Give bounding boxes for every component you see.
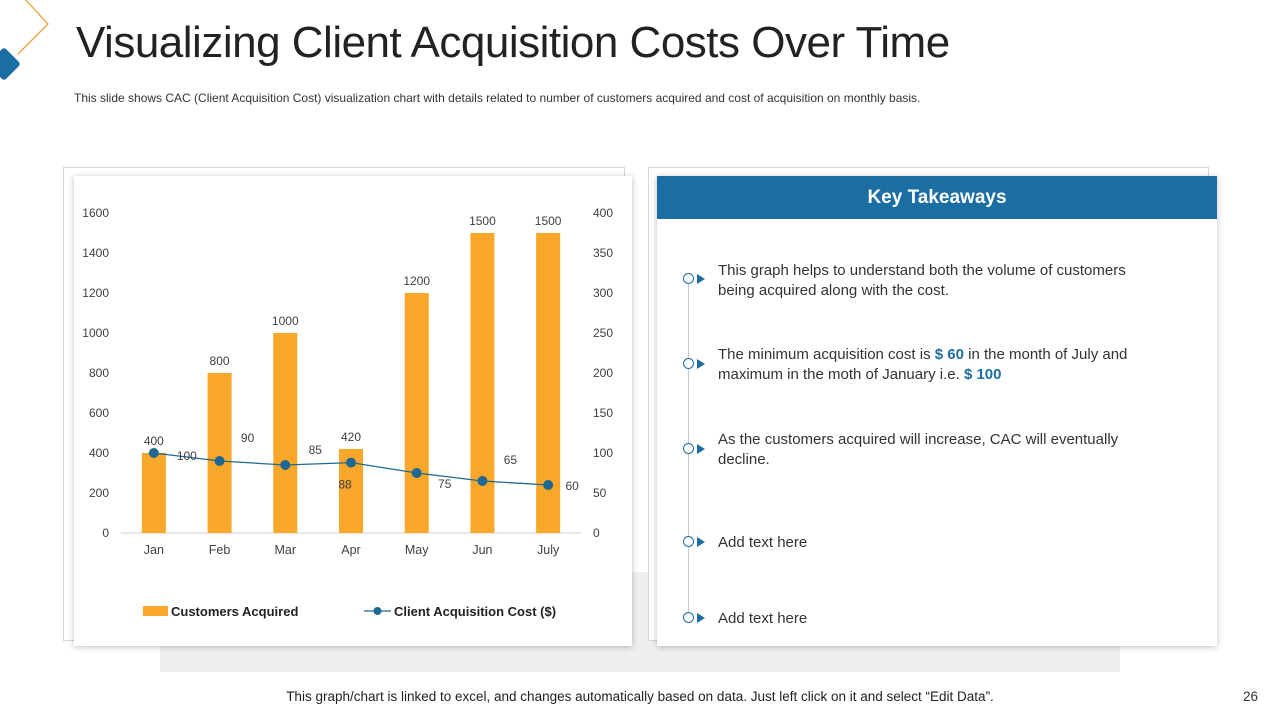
line-data-label: 88 [338, 478, 352, 492]
y-right-tick-label: 100 [593, 446, 613, 460]
line-data-label: 90 [241, 431, 255, 445]
takeaway-item-5[interactable]: Add text here [718, 610, 808, 627]
x-tick-label: Jun [472, 543, 492, 557]
x-tick-label: Jan [144, 543, 164, 557]
x-tick-label: May [405, 543, 429, 557]
line-data-label: 75 [438, 477, 452, 491]
bar-customers-acquired [470, 233, 495, 533]
point-client-acquisition-cost [543, 480, 554, 490]
cac-combo-chart[interactable]: 0 200 400 600 800 1000 1200 1400 1600 0 50 100 150 20… [64, 168, 624, 640]
point-client-acquisition-cost [477, 476, 488, 486]
takeaway-item-1: This graph helps to understand both the … [718, 262, 1126, 299]
y-left-tick-label: 1600 [82, 206, 109, 220]
x-tick-label: July [537, 543, 560, 557]
y-right-tick-label: 300 [593, 286, 613, 300]
y-right-tick-label: 200 [593, 366, 613, 380]
max-cost-highlight: $ 100 [963, 365, 1002, 383]
point-client-acquisition-cost [280, 460, 291, 470]
line-data-label: 100 [177, 449, 197, 463]
legend-swatch-point-cac [373, 607, 382, 615]
slide-subtitle: This slide shows CAC (Client Acquisition… [74, 91, 921, 105]
y-left-tick-label: 600 [89, 406, 109, 420]
x-tick-label: Apr [341, 543, 360, 557]
bar-customers-acquired [207, 373, 232, 533]
corner-decoration-icon [0, 0, 49, 80]
bullet-icon [683, 536, 705, 548]
takeaway-item-2: The minimum acquisition cost is $ 60 in … [718, 345, 1163, 384]
bar-data-label: 1500 [535, 214, 562, 228]
y-left-tick-label: 1200 [82, 286, 109, 300]
y-right-tick-label: 250 [593, 326, 613, 340]
footer-note: This graph/chart is linked to excel, and… [286, 689, 994, 704]
bar-data-label: 400 [144, 434, 164, 448]
bar-data-label: 1000 [272, 314, 299, 328]
bullet-icon [683, 358, 705, 370]
bar-data-label: 420 [341, 430, 361, 444]
bar-data-label: 800 [210, 354, 230, 368]
y-left-tick-label: 1400 [82, 246, 109, 260]
takeaway-text-part: in the month of July and maximum in the … [718, 346, 1128, 383]
line-data-label: 60 [565, 479, 579, 493]
takeaways-header: Key Takeaways [657, 176, 1217, 219]
bar-data-label: 1200 [403, 274, 430, 288]
legend-swatch-customers-acquired [143, 606, 168, 616]
bar-customers-acquired [141, 453, 166, 533]
y-right-tick-label: 150 [593, 406, 613, 420]
y-left-tick-label: 0 [102, 526, 109, 540]
point-client-acquisition-cost [346, 457, 356, 468]
bullet-icon [683, 443, 705, 455]
bar-customers-acquired [404, 293, 429, 533]
bullet-icon [683, 273, 705, 285]
takeaway-item-4[interactable]: Add text here [718, 534, 808, 551]
point-client-acquisition-cost [214, 456, 225, 466]
x-tick-label: Mar [275, 543, 297, 557]
min-cost-highlight: $ 60 [934, 346, 964, 363]
takeaways-panel: Key Takeaways This graph helps to unders… [657, 176, 1217, 646]
bar-customers-acquired [273, 333, 298, 533]
x-tick-label: Feb [209, 543, 231, 557]
y-left-tick-label: 800 [89, 366, 109, 380]
point-client-acquisition-cost [148, 448, 159, 458]
takeaway-text-part: The minimum acquisition cost is [718, 346, 935, 363]
line-data-label: 65 [504, 453, 518, 467]
y-right-tick-label: 50 [593, 486, 607, 500]
bar-data-label: 1500 [469, 214, 496, 228]
legend-label-customers-acquired: Customers Acquired [171, 604, 298, 619]
y-right-tick-label: 400 [593, 206, 613, 220]
y-left-tick-label: 400 [89, 446, 109, 460]
legend-label-client-acquisition-cost: Client Acquisition Cost ($) [394, 604, 556, 619]
takeaway-item-3: As the customers acquired will increase,… [718, 431, 1119, 468]
y-left-tick-label: 1000 [82, 326, 109, 340]
slide-title: Visualizing Client Acquisition Costs Ove… [76, 18, 950, 67]
bullet-icon [683, 612, 705, 624]
y-right-tick-label: 350 [593, 246, 613, 260]
page-number: 26 [1242, 689, 1258, 704]
line-data-label: 85 [309, 443, 323, 457]
point-client-acquisition-cost [411, 468, 422, 478]
y-left-tick-label: 200 [89, 486, 109, 500]
y-right-tick-label: 0 [593, 526, 600, 540]
